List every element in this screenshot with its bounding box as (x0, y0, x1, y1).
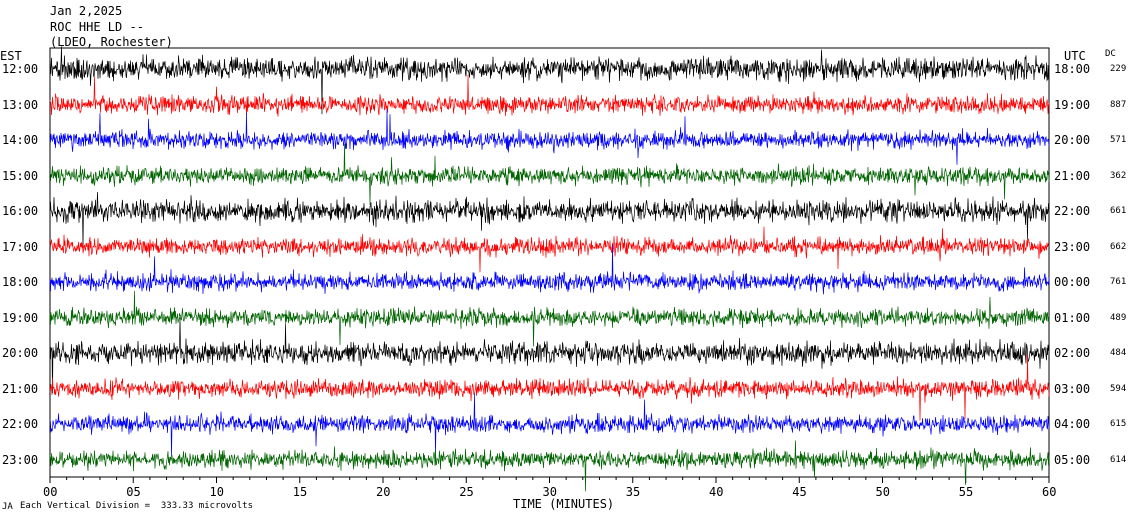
seismic-trace (49, 440, 1050, 492)
dc-value: 614 (1110, 454, 1127, 465)
utc-hour-label: 18:00 (1054, 62, 1091, 76)
footer-corner-mark: JA (2, 502, 13, 512)
x-tick-label: 50 (875, 485, 890, 499)
dc-value: 761 (1110, 277, 1127, 287)
dc-value: 662 (1110, 241, 1127, 252)
x-tick-label: 45 (792, 485, 807, 499)
dc-value: 489 (1110, 312, 1127, 323)
utc-hour-label: 02:00 (1054, 346, 1091, 360)
x-tick-label: 30 (542, 485, 557, 499)
seismic-trace (49, 244, 1050, 295)
utc-hour-label: 19:00 (1054, 97, 1091, 112)
utc-hour-label: 04:00 (1054, 417, 1091, 431)
est-axis-label: EST (0, 49, 22, 63)
utc-hour-label: 21:00 (1054, 168, 1091, 183)
x-axis-title: TIME (MINUTES) (513, 497, 615, 511)
date-label: Jan 2,2025 (50, 4, 123, 18)
x-tick-label: 25 (459, 485, 474, 499)
seismic-trace (49, 143, 1050, 206)
x-tick-label: 20 (376, 485, 391, 499)
est-hour-label: 19:00 (2, 310, 39, 325)
est-hour-label: 13:00 (2, 97, 39, 112)
seismic-trace (49, 191, 1050, 248)
x-tick-label: 60 (1042, 485, 1057, 499)
x-tick-label: 35 (625, 485, 641, 499)
seismic-trace (49, 226, 1050, 273)
utc-hour-label: 05:00 (1054, 452, 1091, 467)
utc-hour-label: 20:00 (1054, 133, 1091, 147)
seismic-trace (49, 290, 1050, 347)
seismic-trace (49, 393, 1050, 457)
dc-value: 615 (1110, 419, 1127, 429)
est-hour-label: 12:00 (2, 62, 39, 76)
utc-hour-label: 22:00 (1054, 204, 1091, 218)
seismic-trace (49, 354, 1050, 421)
x-tick-label: 05 (126, 485, 141, 499)
x-tick-label: 40 (709, 485, 724, 499)
est-hour-label: 18:00 (2, 275, 39, 289)
seismic-trace (49, 74, 1050, 117)
utc-axis-label: UTC (1064, 49, 1086, 63)
dc-header: DC (1105, 49, 1116, 59)
dc-value: 661 (1110, 206, 1127, 216)
dc-value: 362 (1110, 170, 1127, 181)
seismic-trace (49, 109, 1050, 165)
utc-hour-label: 03:00 (1054, 381, 1091, 396)
est-hour-label: 14:00 (2, 133, 39, 147)
dc-value: 571 (1110, 135, 1127, 145)
x-tick-label: 55 (958, 485, 974, 499)
footer-scale-note: Each Vertical Division = 333.33 microvol… (20, 501, 253, 511)
x-tick-label: 10 (209, 485, 224, 499)
x-tick-label: 15 (292, 485, 308, 499)
est-hour-label: 17:00 (2, 239, 39, 254)
dc-value: 594 (1110, 383, 1127, 394)
utc-hour-label: 00:00 (1054, 275, 1091, 289)
network-label: (LDEO, Rochester) (50, 35, 173, 49)
est-hour-label: 20:00 (2, 346, 39, 360)
x-tick-label: 00 (43, 485, 58, 499)
plot-frame (49, 47, 1050, 478)
dc-value: 887 (1110, 99, 1127, 110)
utc-hour-label: 23:00 (1054, 239, 1091, 254)
est-hour-label: 22:00 (2, 417, 39, 431)
dc-value: 484 (1110, 348, 1127, 358)
dc-value: 229 (1110, 64, 1127, 74)
est-hour-label: 16:00 (2, 204, 39, 218)
est-hour-label: 23:00 (2, 452, 39, 467)
station-label: ROC HHE LD -- (50, 20, 144, 34)
utc-hour-label: 01:00 (1054, 310, 1091, 325)
est-hour-label: 15:00 (2, 168, 39, 183)
seismic-trace (49, 46, 1050, 115)
seismic-trace (49, 317, 1050, 394)
est-hour-label: 21:00 (2, 381, 39, 396)
